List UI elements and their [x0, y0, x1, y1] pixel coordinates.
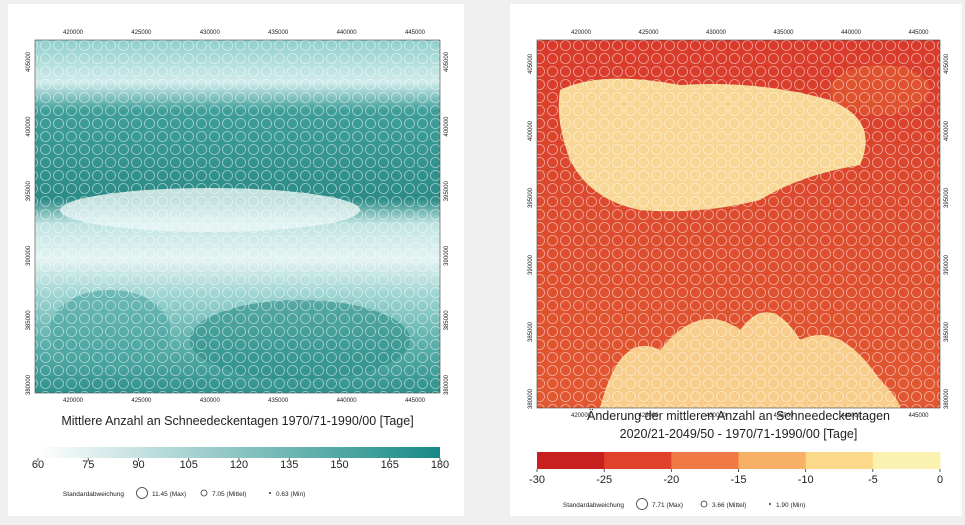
colorbar-tick-label: -5 [868, 474, 878, 486]
y-coord-label: 395000 [444, 181, 450, 202]
map-grid [34, 39, 441, 394]
colorbar-tick-label: 150 [330, 459, 348, 471]
x-coord-label: 425000 [638, 413, 659, 419]
x-coord-label: 420000 [63, 398, 84, 404]
colorbar-class [872, 452, 941, 469]
y-coord-label: 405000 [444, 51, 450, 72]
colorbar-tick-label: 180 [431, 459, 449, 471]
x-coord-label: 445000 [908, 413, 929, 419]
map-title: 2020/21-2049/50 - 1970/71-1990/00 [Tage] [620, 427, 858, 441]
colorbar-tick-label: -15 [731, 474, 747, 486]
x-coord-label: 445000 [908, 30, 929, 36]
colorbar-class [671, 452, 739, 469]
colorbar-tick-label: 135 [280, 459, 298, 471]
colorbar-tick-label: 75 [82, 459, 94, 471]
y-coord-label: 395000 [944, 187, 950, 208]
x-coord-label: 420000 [63, 30, 84, 36]
x-coord-label: 435000 [773, 30, 794, 36]
y-coord-label: 405000 [944, 53, 950, 74]
x-coord-label: 430000 [200, 398, 221, 404]
legend-max: 7.71 (Max) [652, 502, 683, 509]
y-coord-label: 380000 [944, 388, 950, 409]
colorbar-tick-label: 90 [132, 459, 144, 471]
colorbar-class [604, 452, 672, 469]
colorbar [38, 447, 440, 458]
colorbar-tick-label: 0 [937, 474, 943, 486]
colorbar-tick-label: -30 [529, 474, 545, 486]
y-coord-label: 385000 [528, 321, 534, 342]
legend-symbol [136, 487, 148, 499]
x-coord-label: 440000 [841, 30, 862, 36]
x-coord-label: 435000 [268, 30, 289, 36]
y-coord-label: 405000 [528, 53, 534, 74]
colorbar-class [738, 452, 807, 469]
colorbar-tick-label: 60 [32, 459, 44, 471]
legend-label: Standardabweichung [63, 491, 124, 498]
legend-label: Standardabweichung [563, 502, 624, 509]
y-coord-label: 400000 [528, 120, 534, 141]
x-coord-label: 440000 [337, 30, 358, 36]
y-coord-label: 385000 [444, 310, 450, 331]
x-coord-label: 420000 [571, 30, 592, 36]
y-coord-label: 390000 [444, 245, 450, 266]
y-coord-label: 395000 [26, 181, 32, 202]
y-coord-label: 390000 [944, 254, 950, 275]
legend-min: 0.63 (Min) [276, 491, 305, 498]
x-coord-label: 425000 [131, 30, 152, 36]
y-coord-label: 395000 [528, 187, 534, 208]
y-coord-label: 400000 [26, 116, 32, 137]
legend-mean: 7.05 (Mittel) [212, 491, 246, 498]
legend-min: 1.90 (Min) [776, 502, 805, 509]
map-grid [536, 39, 941, 409]
y-coord-label: 400000 [944, 120, 950, 141]
legend-symbol [636, 498, 648, 510]
y-coord-label: 385000 [26, 310, 32, 331]
y-coord-label: 385000 [944, 321, 950, 342]
colorbar-tick-label: 165 [381, 459, 399, 471]
legend-max: 11.45 (Max) [152, 491, 186, 498]
y-coord-label: 390000 [528, 254, 534, 275]
y-coord-label: 380000 [528, 388, 534, 409]
legend-symbol [700, 500, 708, 508]
colorbar-tick-label: -20 [663, 474, 679, 486]
x-coord-label: 430000 [706, 413, 727, 419]
x-coord-label: 430000 [200, 30, 221, 36]
legend-symbol [200, 489, 208, 497]
map-title: Mittlere Anzahl an Schneedeckentagen 197… [61, 414, 413, 428]
legend-symbol [769, 503, 771, 505]
legend-mean: 3.66 (Mittel) [712, 502, 746, 509]
colorbar-tick-label: 105 [180, 459, 198, 471]
colorbar-tick-label: -25 [596, 474, 612, 486]
legend-symbol [269, 492, 271, 494]
colorbar-tick-label: 120 [230, 459, 248, 471]
x-coord-label: 445000 [405, 30, 426, 36]
x-coord-label: 420000 [571, 413, 592, 419]
y-coord-label: 405000 [26, 51, 32, 72]
x-coord-label: 425000 [638, 30, 659, 36]
y-coord-label: 390000 [26, 245, 32, 266]
y-coord-label: 380000 [26, 374, 32, 395]
x-coord-label: 430000 [706, 30, 727, 36]
x-coord-label: 435000 [268, 398, 289, 404]
colorbar-class [805, 452, 874, 469]
x-coord-label: 435000 [773, 413, 794, 419]
colorbar-class [537, 452, 605, 469]
x-coord-label: 440000 [841, 413, 862, 419]
x-coord-label: 445000 [405, 398, 426, 404]
y-coord-label: 380000 [444, 374, 450, 395]
map-title: Änderung der mittleren Anzahl an Schneed… [587, 409, 890, 423]
y-coord-label: 400000 [444, 116, 450, 137]
x-coord-label: 440000 [337, 398, 358, 404]
colorbar-tick-label: -10 [798, 474, 814, 486]
x-coord-label: 425000 [131, 398, 152, 404]
